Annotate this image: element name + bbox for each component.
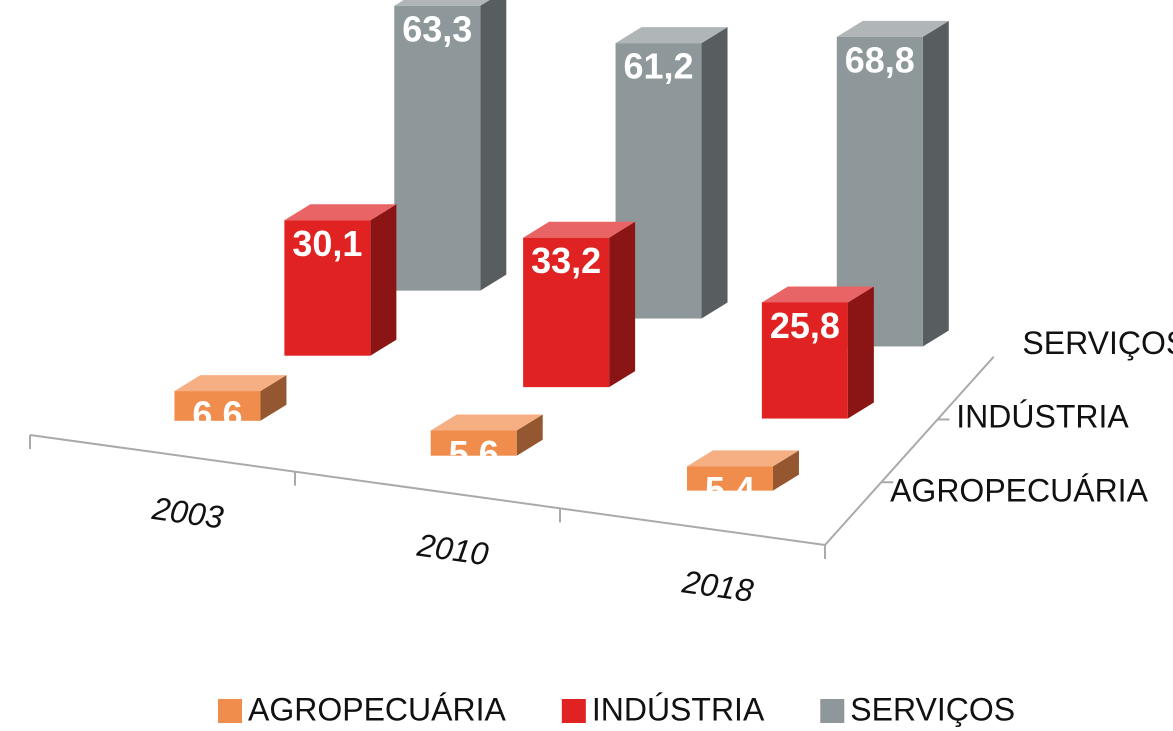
data-label: 33,2 <box>531 240 601 281</box>
bar-top <box>284 204 397 221</box>
legend-label: INDÚSTRIA <box>592 691 765 727</box>
bar-side <box>370 204 397 356</box>
bar-side <box>772 450 799 491</box>
bar-top <box>761 286 874 303</box>
category-axis <box>29 434 826 546</box>
data-label: 30,1 <box>292 223 362 264</box>
legend-swatch <box>820 699 845 723</box>
data-label: 5,4 <box>705 469 755 510</box>
bar <box>430 430 517 456</box>
bar <box>174 391 261 421</box>
bar-top <box>836 20 949 37</box>
bar-side <box>922 20 949 347</box>
data-label: 25,8 <box>770 305 840 346</box>
x-tick-label: 2010 <box>414 527 491 573</box>
data-label: 5,6 <box>449 433 499 474</box>
bar-side <box>701 27 728 319</box>
bar-side <box>516 414 543 456</box>
bar-top <box>430 414 543 431</box>
data-label: 63,3 <box>402 8 472 49</box>
depth-label: INDÚSTRIA <box>956 399 1129 435</box>
x-tick-label: 2018 <box>679 563 756 609</box>
bar-top <box>523 221 636 238</box>
bar-side <box>480 0 507 291</box>
legend-label: AGROPECUÁRIA <box>248 691 506 727</box>
legend-label: SERVIÇOS <box>850 691 1015 727</box>
bar <box>394 5 481 291</box>
bar <box>761 302 848 419</box>
bar <box>686 466 773 491</box>
depth-axis <box>824 356 995 546</box>
bar-side <box>260 375 287 421</box>
bar-side <box>847 286 874 419</box>
bar-top <box>686 450 799 467</box>
bar-top <box>174 375 287 392</box>
data-label: 61,2 <box>624 46 694 87</box>
data-label: 6,6 <box>192 394 242 435</box>
data-label: 68,8 <box>845 39 915 80</box>
bar <box>284 220 371 356</box>
x-tick-label: 2003 <box>149 490 226 536</box>
bar-side <box>609 221 636 388</box>
bar-top <box>394 0 490 6</box>
legend-swatch <box>561 699 586 723</box>
depth-label: SERVIÇOS <box>1022 325 1173 361</box>
depth-label: AGROPECUÁRIA <box>890 473 1148 509</box>
bar-top <box>615 27 728 44</box>
bar <box>523 237 610 388</box>
legend-swatch <box>218 699 242 723</box>
